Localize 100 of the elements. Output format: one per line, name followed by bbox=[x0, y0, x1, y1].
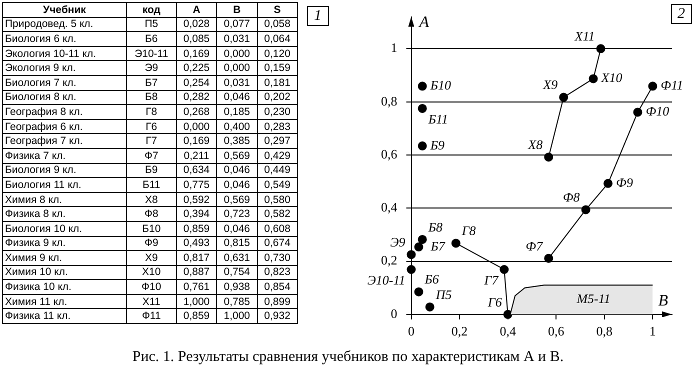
text: Ф8 bbox=[126, 206, 176, 222]
text: Э9 bbox=[126, 60, 176, 76]
text: 1,000 bbox=[216, 308, 258, 324]
text: 0,064 bbox=[257, 32, 298, 46]
text: Э10-11 bbox=[126, 46, 176, 61]
text: География 7 кл. bbox=[2, 134, 126, 148]
point bbox=[451, 238, 460, 248]
annotation: Ф7 bbox=[526, 238, 544, 254]
text: Б6 bbox=[126, 32, 176, 46]
text: Рис. 1. Результаты сравнения учебников по характеристикам А и В. bbox=[131, 349, 565, 366]
point bbox=[648, 82, 658, 91]
text: 0,932 bbox=[257, 308, 298, 324]
text: Биология 9 кл. bbox=[2, 163, 126, 178]
point bbox=[588, 74, 598, 84]
text: Физика 7 кл. bbox=[2, 148, 126, 164]
annotation: Б11 bbox=[427, 111, 448, 126]
text: Ф11 bbox=[126, 308, 176, 324]
x-tick-label: 0,2 bbox=[451, 324, 468, 339]
text: 0,938 bbox=[216, 280, 258, 294]
point bbox=[500, 264, 509, 274]
point bbox=[406, 250, 416, 260]
point bbox=[414, 287, 424, 296]
point bbox=[414, 242, 424, 252]
text: Физика 10 кл. bbox=[2, 280, 126, 294]
text: География 6 кл. bbox=[2, 119, 126, 134]
text: 0,085 bbox=[176, 32, 217, 46]
text: Физика 8 кл. bbox=[2, 206, 126, 222]
text: 0,859 bbox=[176, 308, 217, 324]
text: Х10 bbox=[126, 265, 176, 280]
text: 0,754 bbox=[216, 265, 258, 280]
text: 0,225 bbox=[176, 60, 217, 76]
point bbox=[596, 44, 606, 54]
annotation: Э10-11 bbox=[367, 272, 406, 288]
point bbox=[418, 234, 427, 244]
point bbox=[581, 205, 590, 214]
text: 0,449 bbox=[257, 163, 298, 178]
text: Учебник bbox=[2, 2, 126, 18]
x-axis-title: B bbox=[658, 292, 668, 310]
text: 0,815 bbox=[216, 236, 258, 251]
text: 0,254 bbox=[176, 75, 217, 90]
text: Б7 bbox=[126, 75, 176, 90]
text: Химия 10 кл. bbox=[2, 265, 126, 280]
text: Г8 bbox=[126, 104, 176, 120]
text: 0,169 bbox=[176, 46, 217, 61]
text: Б11 bbox=[126, 178, 176, 192]
text: 0,817 bbox=[176, 250, 217, 266]
text: Физика 9 кл. bbox=[2, 236, 126, 251]
point bbox=[633, 108, 642, 117]
annotation: Х11 bbox=[574, 28, 595, 44]
text: 0,230 bbox=[257, 104, 298, 120]
text: 0,493 bbox=[176, 236, 217, 251]
text: 0,592 bbox=[176, 192, 217, 207]
text: Химия 11 кл. bbox=[2, 294, 126, 309]
text: 0,761 bbox=[176, 280, 217, 294]
text: 0,580 bbox=[257, 192, 298, 207]
text: 0,169 bbox=[176, 134, 217, 148]
text: Природовед. 5 кл. bbox=[2, 17, 126, 32]
annotation: Ф8 bbox=[562, 190, 580, 205]
annotation: Б6 bbox=[424, 272, 440, 287]
annotation: Б7 bbox=[430, 238, 446, 254]
text: 0,000 bbox=[216, 46, 258, 61]
text: S bbox=[257, 2, 298, 18]
text: Г6 bbox=[126, 119, 176, 134]
text: 0,429 bbox=[257, 148, 298, 164]
text: 0,268 bbox=[176, 104, 217, 120]
text: 0,394 bbox=[176, 206, 217, 222]
point bbox=[604, 178, 613, 188]
annotation: Ф9 bbox=[616, 174, 634, 190]
text: 0,046 bbox=[216, 221, 258, 236]
annotation: Б10 bbox=[429, 78, 452, 93]
text: 0,159 bbox=[257, 60, 298, 76]
text: 0,674 bbox=[257, 236, 298, 251]
text: Биология 8 кл. bbox=[2, 90, 126, 105]
text: 0,031 bbox=[216, 32, 258, 46]
y-tick-label: 0,6 bbox=[381, 146, 398, 162]
text: Физика 11 кл. bbox=[2, 308, 126, 324]
text: Биология 11 кл. bbox=[2, 178, 126, 192]
point bbox=[418, 141, 427, 150]
text: Химия 9 кл. bbox=[2, 250, 126, 266]
annotation: Г8 bbox=[460, 223, 476, 238]
text: 1,000 bbox=[176, 294, 217, 309]
text: 0,608 bbox=[257, 221, 298, 236]
text: Экология 10-11 кл. bbox=[2, 46, 126, 61]
text: Экология 9 кл. bbox=[2, 60, 126, 76]
text: 0,077 bbox=[216, 17, 258, 32]
point bbox=[559, 92, 568, 102]
text: Биология 7 кл. bbox=[2, 75, 126, 90]
text: 0,823 bbox=[257, 265, 298, 280]
text: Ф7 bbox=[126, 148, 176, 164]
text: 1 bbox=[307, 6, 328, 26]
text: код bbox=[126, 2, 176, 18]
text: 0,899 bbox=[257, 294, 298, 309]
point bbox=[544, 254, 554, 263]
point bbox=[544, 152, 554, 162]
annotation: Б8 bbox=[427, 219, 444, 234]
text: Б8 bbox=[126, 90, 176, 105]
text: 0,046 bbox=[216, 163, 258, 178]
chart-title: 2 bbox=[670, 4, 692, 24]
y-tick-label: 0,4 bbox=[381, 200, 398, 215]
text: 0,000 bbox=[176, 119, 217, 134]
